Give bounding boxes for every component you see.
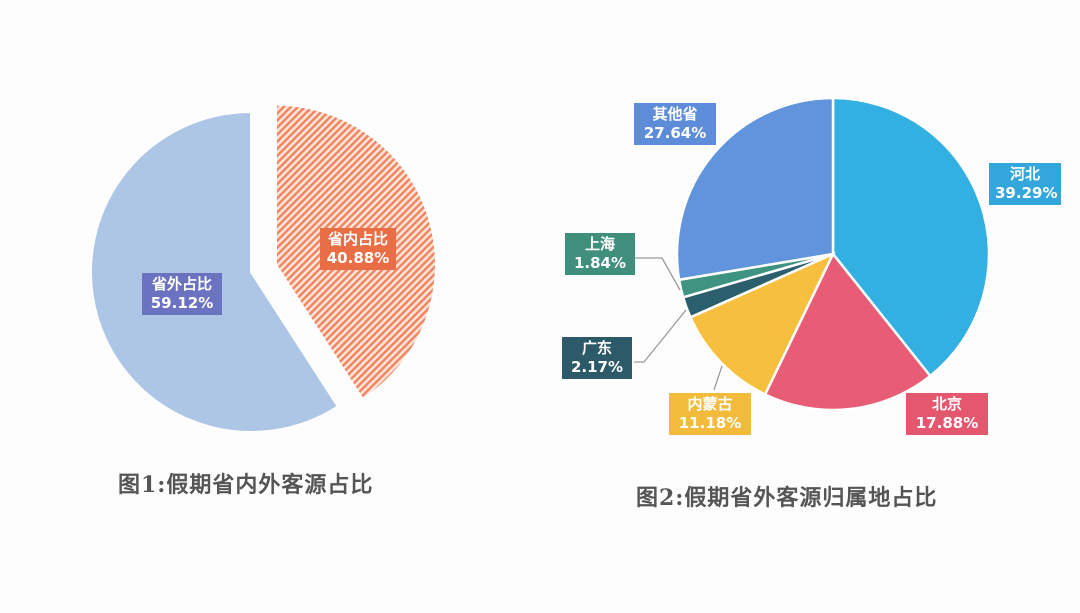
label-neimenggu-value: 11.18% <box>678 414 742 432</box>
label-other-provinces-value: 27.64% <box>643 124 707 142</box>
label-neimenggu-name: 内蒙古 <box>687 395 733 413</box>
label-other-provinces-name: 其他省 <box>652 105 698 123</box>
label-out-of-province: 省外占比 59.12% <box>142 273 222 315</box>
label-guangdong: 广东 2.17% <box>562 337 632 379</box>
label-other-provinces: 其他省 27.64% <box>634 103 716 145</box>
pie-slice-out-of-province <box>90 110 340 433</box>
pie-slice-hebei <box>831 96 991 378</box>
label-beijing: 北京 17.88% <box>906 393 988 435</box>
pie-slice-other-provinces <box>675 96 835 282</box>
label-shanghai: 上海 1.84% <box>565 233 635 275</box>
label-guangdong-value: 2.17% <box>570 358 624 376</box>
label-neimenggu: 内蒙古 11.18% <box>669 393 751 435</box>
leader-line-neimenggu <box>713 365 723 391</box>
label-in-province-value: 40.88% <box>326 249 390 267</box>
figure2-caption: 图2:假期省外客源归属地占比 <box>636 485 938 511</box>
label-hebei: 河北 39.29% <box>989 163 1061 205</box>
label-shanghai-name: 上海 <box>584 235 615 253</box>
label-out-of-province-value: 59.12% <box>150 294 214 312</box>
leader-line-shanghai <box>634 257 681 291</box>
label-shanghai-value: 1.84% <box>573 254 627 272</box>
leader-line-guangdong <box>634 309 687 363</box>
label-beijing-value: 17.88% <box>915 414 979 432</box>
label-hebei-name: 河北 <box>1009 165 1040 183</box>
pie-slice-beijing <box>763 251 932 412</box>
label-in-province: 省内占比 40.88% <box>320 228 396 270</box>
label-out-of-province-name: 省外占比 <box>151 275 212 293</box>
label-in-province-name: 省内占比 <box>327 230 388 248</box>
label-guangdong-name: 广东 <box>581 339 612 357</box>
figure1-caption: 图1:假期省内外客源占比 <box>118 472 374 498</box>
label-beijing-name: 北京 <box>931 395 962 413</box>
label-hebei-value: 39.29% <box>995 184 1058 202</box>
pie-slice-neimenggu <box>688 251 836 397</box>
